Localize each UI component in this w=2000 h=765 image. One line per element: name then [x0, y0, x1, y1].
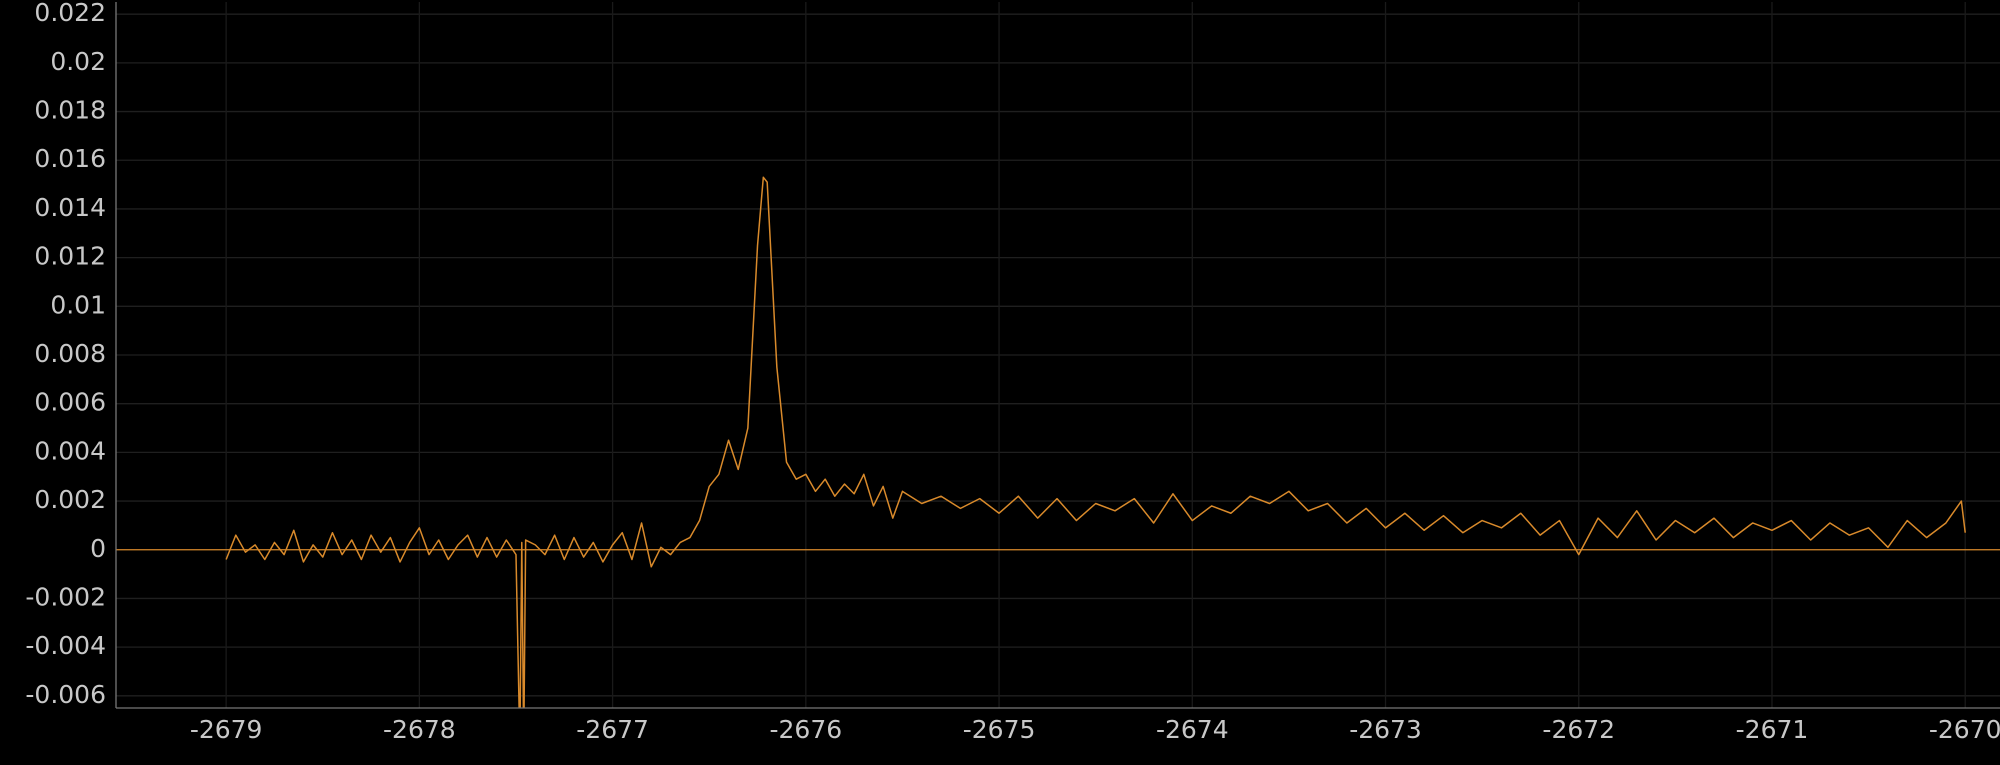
grid	[116, 2, 2000, 708]
x-tick-label: -2676	[770, 715, 843, 744]
y-tick-label: 0	[90, 534, 106, 563]
y-tick-label: -0.004	[25, 631, 106, 660]
x-tick-label: -2671	[1736, 715, 1809, 744]
x-tick-label: -2673	[1349, 715, 1422, 744]
y-tick-label: 0.016	[34, 144, 106, 173]
y-tick-label: 0.02	[50, 47, 106, 76]
x-tick-label: -2678	[383, 715, 456, 744]
x-tick-label: -2672	[1542, 715, 1615, 744]
x-tick-label: -2677	[576, 715, 649, 744]
tick-labels: -0.006 -0.004 -0.002 0 0.002 0.004 0.006 0.008 0…	[25, 0, 2000, 744]
y-tick-label: 0.014	[34, 193, 106, 222]
y-tick-label: 0.006	[34, 388, 106, 417]
x-tick-label: -2670	[1929, 715, 2000, 744]
x-tick-label: -2679	[190, 715, 263, 744]
y-tick-label: 0.01	[50, 290, 106, 319]
y-tick-label: 0.004	[34, 436, 106, 465]
y-tick-label: 0.002	[34, 485, 106, 514]
y-tick-label: 0.012	[34, 242, 106, 271]
y-tick-label: -0.002	[25, 582, 106, 611]
y-tick-label: 0.018	[34, 96, 106, 125]
y-tick-label: 0.022	[34, 0, 106, 27]
x-tick-label: -2675	[963, 715, 1036, 744]
x-tick-label: -2674	[1156, 715, 1229, 744]
data-line	[225, 176, 1966, 708]
plot-area	[116, 176, 2000, 708]
y-tick-label: -0.006	[25, 680, 106, 709]
y-tick-label: 0.008	[34, 339, 106, 368]
